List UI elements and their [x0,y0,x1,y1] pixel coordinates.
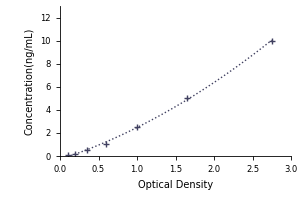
Y-axis label: Concentration(ng/mL): Concentration(ng/mL) [25,27,35,135]
X-axis label: Optical Density: Optical Density [138,180,213,190]
